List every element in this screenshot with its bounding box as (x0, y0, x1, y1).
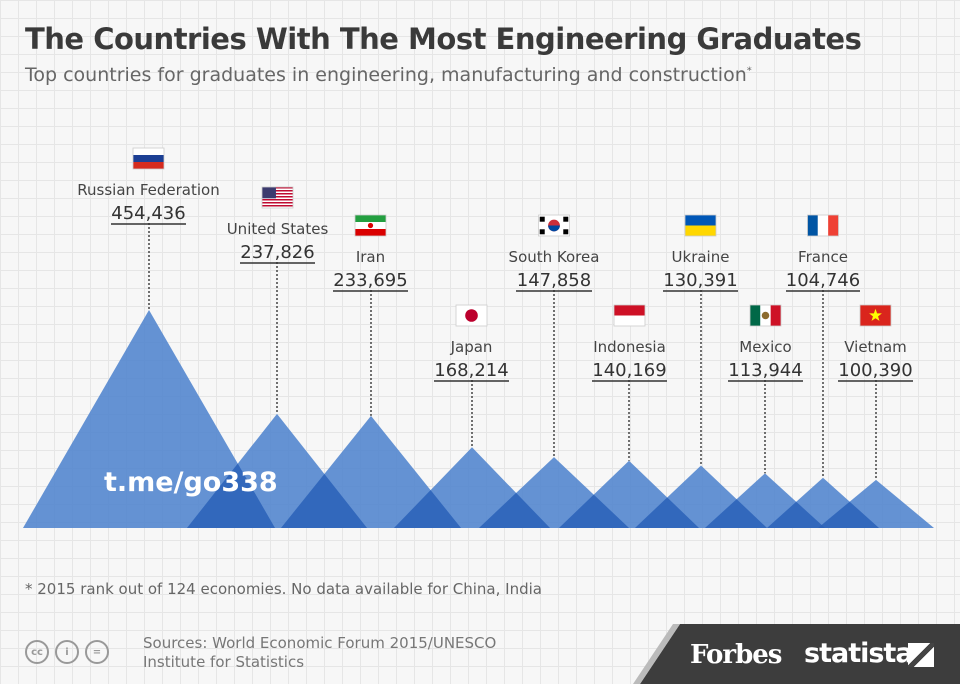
country-label: Vietnam (844, 338, 907, 356)
indonesia-flag-icon (613, 304, 646, 327)
country-label: Mexico (739, 338, 791, 356)
overlap-region (394, 490, 461, 528)
japan-flag-icon (455, 304, 488, 327)
ukraine-flag-icon (684, 214, 717, 237)
value-label: 100,390 (838, 360, 912, 381)
nd-icon: = (85, 640, 109, 664)
value-label: 113,944 (728, 360, 802, 381)
labels: Russian Federation 454,436 United States 23… (77, 147, 913, 480)
value-label: 454,436 (111, 203, 185, 224)
overlap-region (281, 473, 367, 528)
south-korea-flag-icon (538, 214, 570, 237)
chart-title: The Countries With The Most Engineering … (25, 22, 862, 56)
vietnam-flag-icon (859, 304, 892, 327)
overlap-region (635, 497, 699, 528)
overlap-region (559, 494, 629, 528)
value-label: 130,391 (663, 270, 737, 291)
footnote: * 2015 rank out of 124 economies. No dat… (25, 580, 542, 598)
overlap-region (479, 492, 550, 528)
value-label: 104,746 (786, 270, 860, 291)
value-label: 168,214 (434, 360, 508, 381)
chart-subtitle: Top countries for graduates in engineeri… (25, 64, 752, 86)
overlap-region (705, 499, 767, 528)
france-flag-icon (807, 214, 839, 237)
overlap-region (818, 501, 879, 528)
country-label: Russian Federation (77, 181, 219, 199)
mountain-russian-federation (23, 310, 275, 528)
country-label: Ukraine (672, 248, 730, 266)
country-label: South Korea (509, 248, 600, 266)
country-label: United States (227, 220, 329, 238)
overlap-region (767, 501, 825, 528)
country-label: Iran (356, 248, 385, 266)
mountain-overlaps (187, 463, 879, 528)
statista-logo-icon (908, 643, 934, 667)
license-icons: cc i = (25, 640, 109, 664)
forbes-logo: Forbes (690, 640, 782, 670)
value-label: 140,169 (592, 360, 666, 381)
value-label: 237,826 (240, 242, 314, 263)
overlap-region (187, 463, 275, 528)
country-label: France (798, 248, 848, 266)
by-icon: i (55, 640, 79, 664)
watermark-text: t.me/go338 (104, 467, 278, 498)
cc-icon: cc (25, 640, 49, 664)
mexico-flag-icon (749, 304, 782, 327)
country-label: Indonesia (593, 338, 666, 356)
sources-line-2: Institute for Statistics (143, 653, 305, 671)
country-label: Japan (450, 338, 493, 356)
sources-line-1: Sources: World Economic Forum 2015/UNESC… (143, 634, 497, 652)
value-label: 233,695 (333, 270, 407, 291)
usa-flag-icon (261, 186, 294, 209)
russia-flag-icon (132, 147, 165, 170)
iran-flag-icon (354, 214, 387, 237)
value-label: 147,858 (517, 270, 591, 291)
sources: Sources: World Economic Forum 2015/UNESC… (143, 634, 496, 672)
statista-logo: statista (804, 638, 914, 669)
